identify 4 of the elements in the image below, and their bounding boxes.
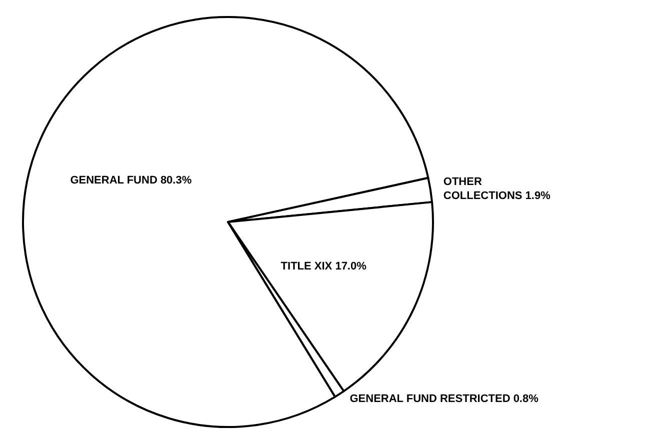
slice-label: TITLE XIX 17.0%: [280, 260, 367, 273]
slice-label: OTHER COLLECTIONS 1.9%: [443, 176, 551, 202]
slice-label: GENERAL FUND RESTRICTED 0.8%: [350, 393, 539, 406]
slice-label: GENERAL FUND 80.3%: [70, 174, 192, 187]
